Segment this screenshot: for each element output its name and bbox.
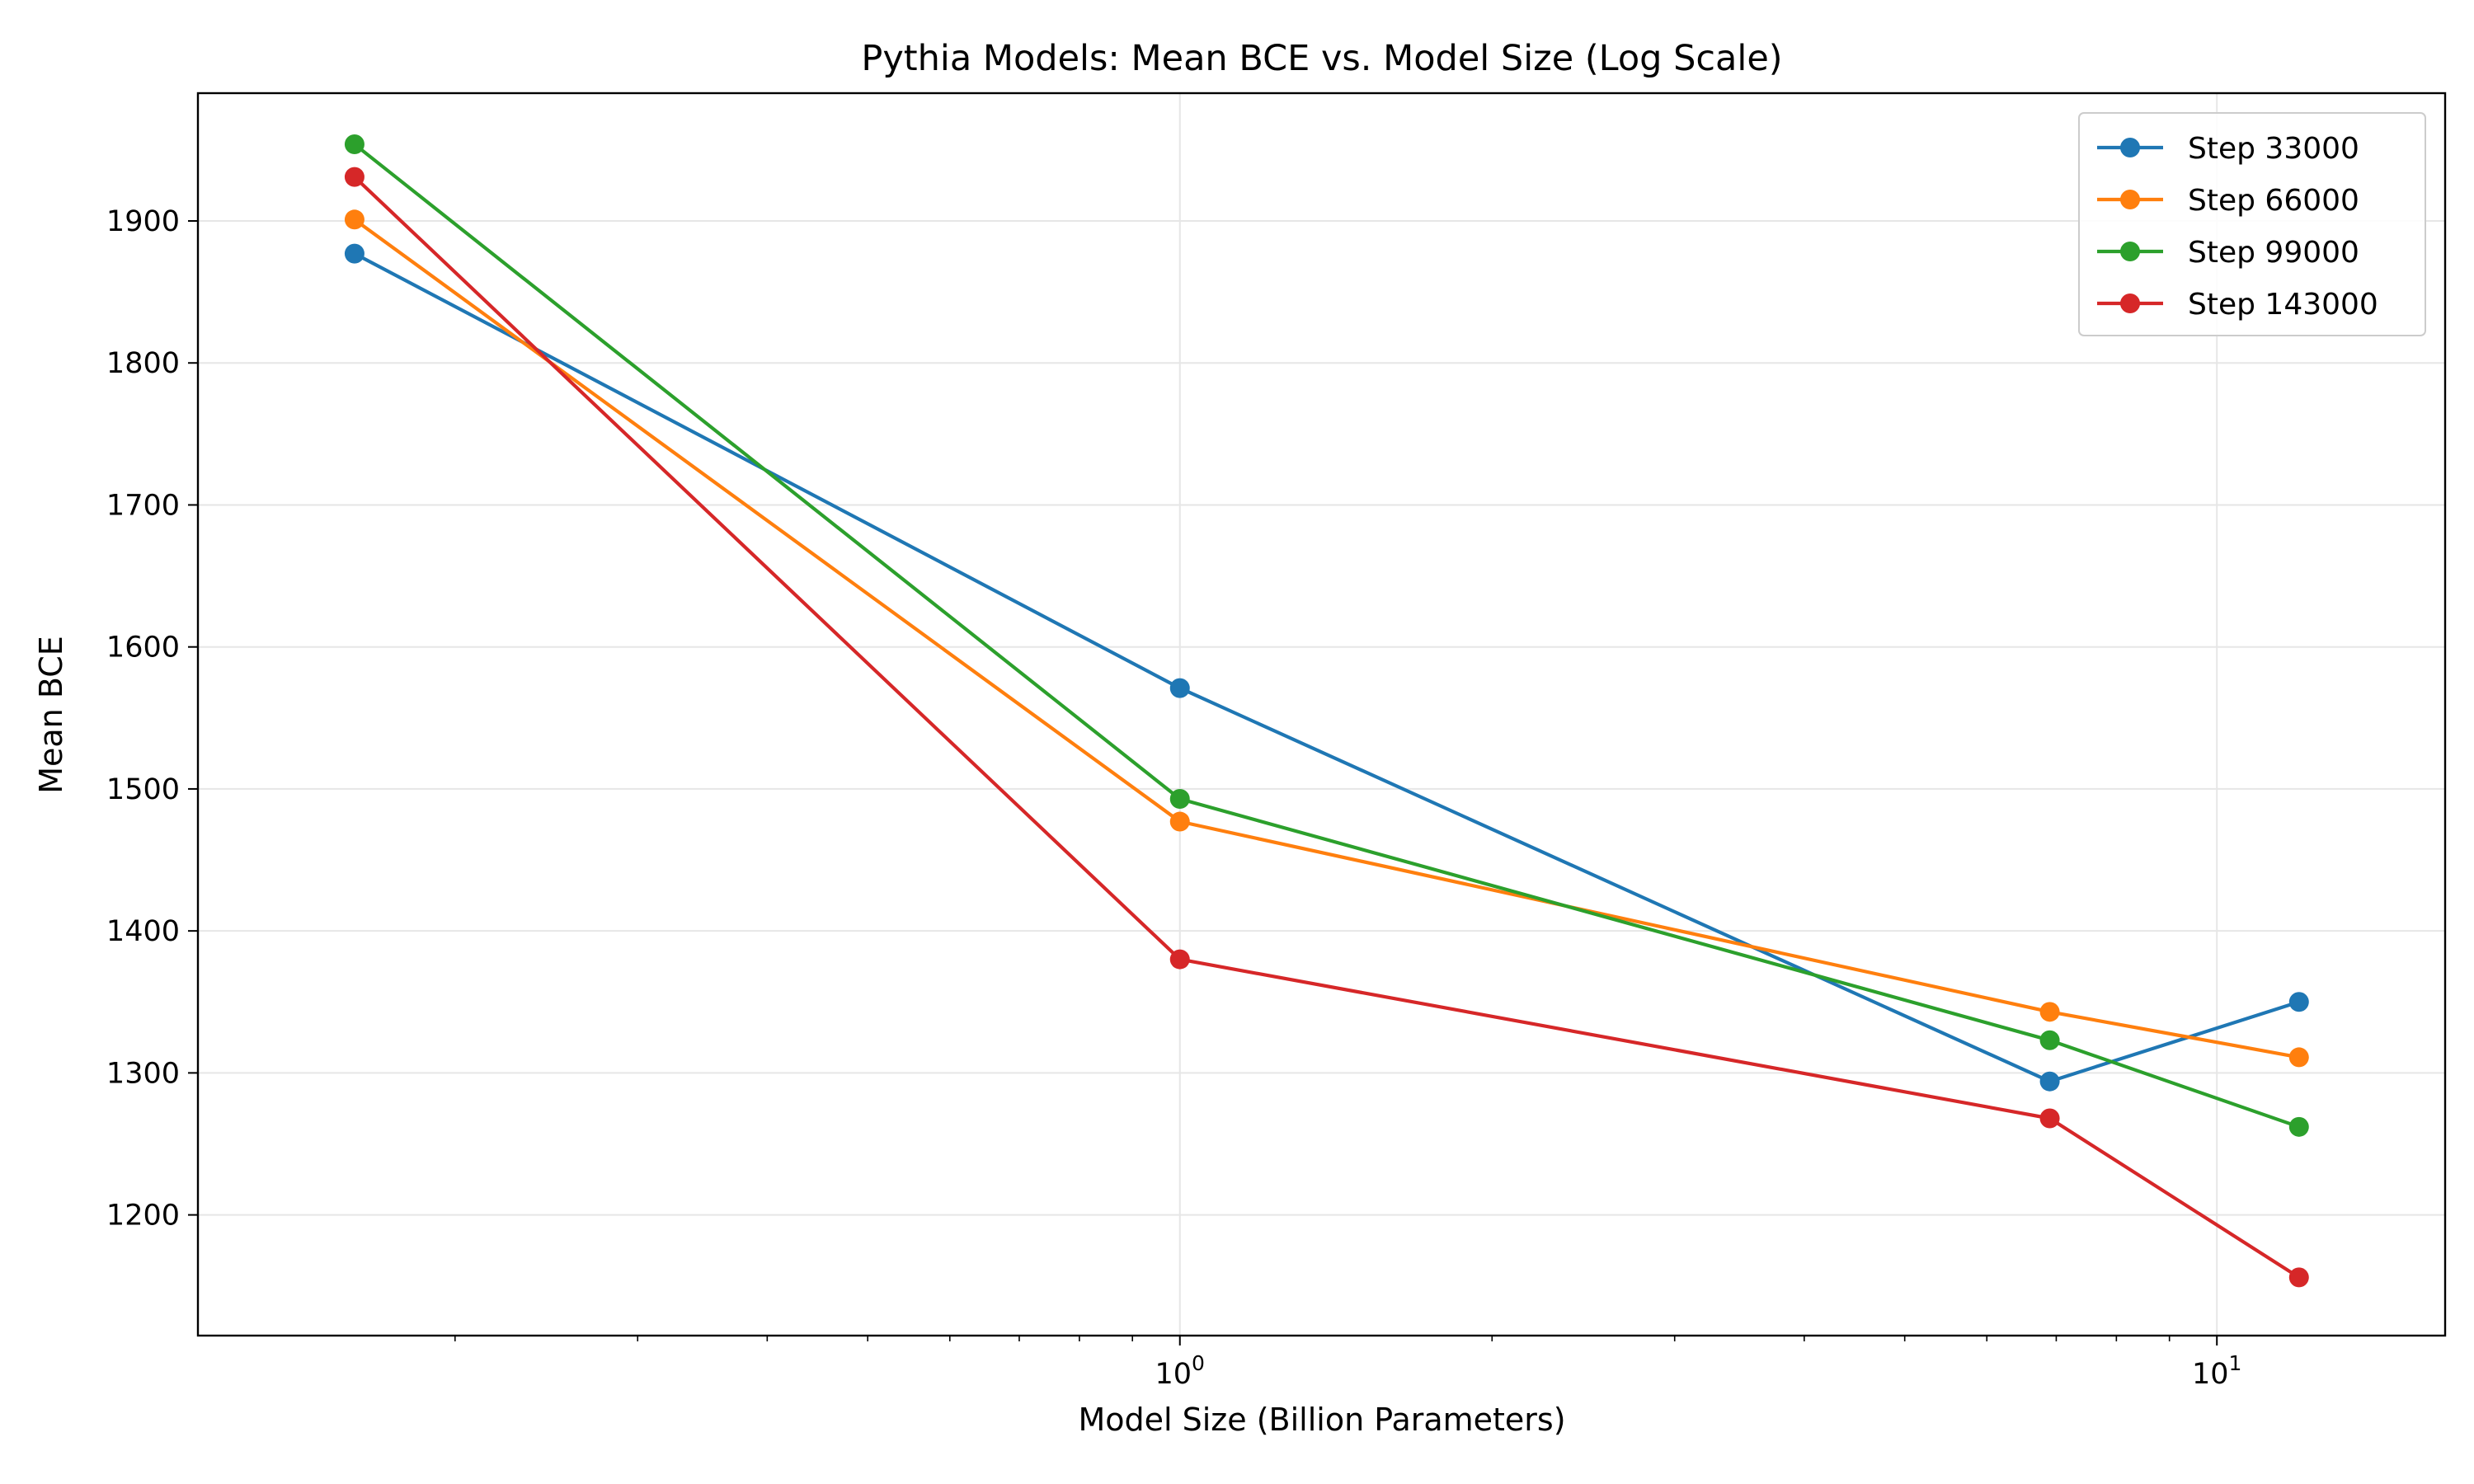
legend-entry: Step 66000 xyxy=(2097,184,2359,218)
x-tick-label: 101 xyxy=(2192,1351,2241,1391)
data-point-step-143000 xyxy=(2288,1267,2309,1288)
legend-label: Step 66000 xyxy=(2188,184,2359,218)
data-point-step-66000 xyxy=(2288,1047,2309,1068)
series-step-66000 xyxy=(344,209,2309,1068)
data-point-step-143000 xyxy=(1169,949,1190,970)
axis-ticks: 1200 1300 1400 1500 1600 1700 1800 1900 100 101 xyxy=(106,205,2242,1391)
legend-marker xyxy=(2120,138,2140,157)
data-point-step-99000 xyxy=(1169,788,1190,809)
chart-title: Pythia Models: Mean BCE vs. Model Size (… xyxy=(861,38,1782,79)
series-layer xyxy=(344,134,2309,1288)
x-axis-label: Model Size (Billion Parameters) xyxy=(1078,1402,1565,1438)
legend-entry: Step 99000 xyxy=(2097,236,2359,270)
plot-frame xyxy=(196,92,2447,1337)
data-point-step-66000 xyxy=(1169,811,1190,832)
series-step-143000 xyxy=(344,167,2309,1288)
legend-box xyxy=(2078,112,2426,336)
legend-entry: Step 143000 xyxy=(2097,288,2378,322)
y-tick-label: 1700 xyxy=(106,489,180,522)
data-point-step-33000 xyxy=(2288,992,2309,1012)
legend-marker xyxy=(2120,190,2140,209)
grid xyxy=(198,93,2445,1336)
y-tick-label: 1600 xyxy=(106,632,180,665)
series-line-step-99000 xyxy=(353,143,2300,1129)
data-point-step-99000 xyxy=(2039,1030,2060,1050)
data-point-step-143000 xyxy=(344,167,365,187)
y-axis-label: Mean BCE xyxy=(33,636,69,794)
y-tick-label: 1200 xyxy=(106,1200,180,1233)
legend-marker xyxy=(2120,242,2140,261)
series-step-99000 xyxy=(344,134,2309,1137)
data-point-step-99000 xyxy=(344,134,365,155)
series-line-step-143000 xyxy=(353,176,2300,1280)
data-point-step-33000 xyxy=(2039,1071,2060,1092)
legend-marker xyxy=(2120,294,2140,313)
series-line-step-66000 xyxy=(353,218,2300,1059)
legend-label: Step 33000 xyxy=(2188,132,2359,166)
data-point-step-33000 xyxy=(344,243,365,264)
data-point-step-99000 xyxy=(2288,1116,2309,1137)
data-point-step-33000 xyxy=(1169,678,1190,698)
legend-label: Step 99000 xyxy=(2188,236,2359,270)
legend-entry: Step 33000 xyxy=(2097,132,2359,166)
x-tick-label: 100 xyxy=(1155,1351,1205,1391)
y-tick-label: 1800 xyxy=(106,347,180,380)
y-tick-label: 1400 xyxy=(106,915,180,948)
data-point-step-143000 xyxy=(2039,1108,2060,1129)
y-tick-label: 1500 xyxy=(106,773,180,806)
data-point-step-66000 xyxy=(2039,1002,2060,1022)
y-tick-label: 1300 xyxy=(106,1057,180,1090)
legend: Step 33000 Step 66000 Step 99000 Step 14300… xyxy=(2078,112,2426,336)
legend-label: Step 143000 xyxy=(2188,288,2378,322)
y-tick-label: 1900 xyxy=(106,205,180,238)
data-point-step-66000 xyxy=(344,209,365,230)
